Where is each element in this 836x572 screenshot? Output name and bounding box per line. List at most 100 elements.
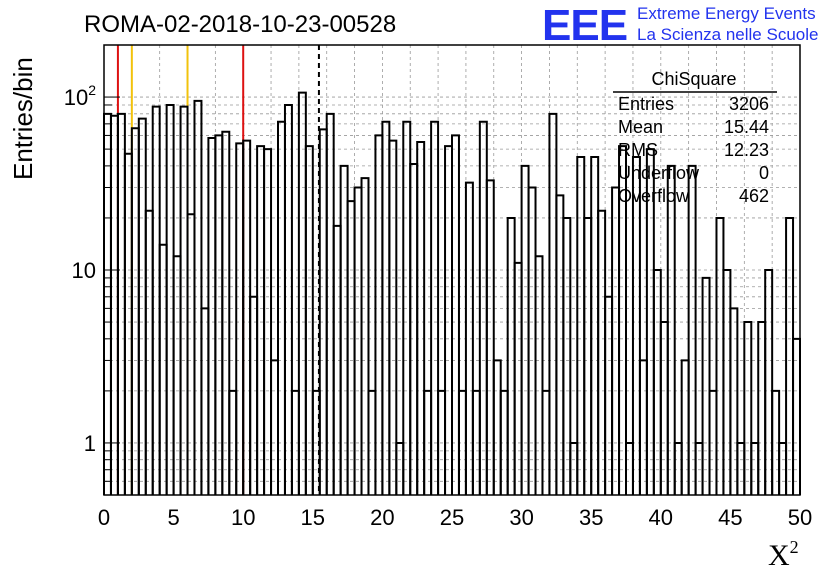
histogram-bar (534, 255, 544, 495)
stats-row-label: RMS (618, 140, 658, 160)
stats-row-value: 12.23 (724, 140, 769, 160)
histogram-bar (513, 261, 523, 495)
histogram-bar (200, 307, 210, 495)
histogram-bar (388, 139, 398, 495)
y-tick-label: 1 (84, 431, 96, 456)
histogram-bar (235, 142, 245, 495)
histogram-bar (144, 209, 154, 495)
histogram-bar (103, 112, 112, 495)
histogram-bar (360, 177, 370, 495)
histogram-bar (666, 164, 676, 495)
histogram-bar (659, 321, 669, 495)
histogram-bar (430, 120, 440, 495)
histogram-bar (722, 269, 732, 495)
histogram-bar (151, 105, 161, 495)
y-tick-label: 10 (72, 258, 96, 283)
x-tick-label: 0 (98, 505, 110, 530)
y-tick-label-base: 1 (84, 431, 96, 456)
x-tick-label: 15 (301, 505, 325, 530)
stats-row-value: 15.44 (724, 117, 769, 137)
stats-title: ChiSquare (651, 69, 736, 89)
x-axis-label-main: X (768, 539, 790, 572)
histogram-bar (339, 164, 349, 495)
histogram-bar (158, 243, 168, 495)
x-tick-label: 50 (788, 505, 812, 530)
histogram-bar (297, 91, 307, 495)
histogram-bar (576, 156, 586, 495)
histogram-bar (416, 140, 426, 495)
histogram-bar (409, 163, 419, 495)
stats-box: ChiSquare Entries 3206 Mean 15.44 RMS 12.23 Un… (613, 69, 777, 206)
stats-row-label: Mean (618, 117, 663, 137)
histogram-bar (207, 136, 217, 495)
histogram-bar (687, 164, 697, 495)
histogram-bar (785, 216, 795, 495)
y-tick-label-exponent: 2 (88, 82, 96, 98)
histogram-bar (304, 145, 314, 495)
histogram-bar (701, 276, 711, 495)
histogram-bar (221, 130, 231, 495)
histogram-bar (597, 209, 607, 495)
histogram-bar (451, 134, 460, 495)
histogram-bar (130, 127, 140, 495)
histogram-bar (506, 216, 516, 495)
histogram-bar (520, 164, 530, 495)
histogram-bar (137, 117, 147, 495)
x-tick-label: 20 (370, 505, 394, 530)
histogram-bar (680, 359, 690, 495)
x-tick-label: 40 (649, 505, 673, 530)
histogram-bar (631, 156, 641, 495)
histogram-bar (172, 255, 182, 495)
histogram-bars (103, 91, 801, 495)
y-axis-label: Entries/bin (8, 57, 38, 180)
histogram-bar (485, 179, 495, 495)
y-tick-label-base: 10 (72, 258, 96, 283)
histogram-bar (318, 128, 328, 495)
histogram-bar (562, 216, 572, 495)
histogram-bar (270, 359, 279, 495)
x-tick-label: 5 (167, 505, 179, 530)
stats-row-label: Entries (618, 94, 674, 114)
histogram-bar (165, 103, 175, 495)
histogram-bar (729, 307, 739, 495)
histogram-bar (193, 99, 203, 495)
eee-logo: EEE Extreme Energy Events La Scienza nel… (542, 1, 818, 50)
x-axis-label: X2 (768, 537, 799, 572)
histogram-bar (242, 139, 252, 495)
histogram-bar (123, 152, 133, 495)
logo-line-1: Extreme Energy Events (637, 4, 816, 23)
histogram-bar (590, 156, 600, 495)
histogram-bar (179, 105, 189, 495)
histogram-bar (283, 103, 293, 495)
y-tick-label: 102 (64, 82, 96, 110)
x-tick-label: 30 (509, 505, 533, 530)
histogram-bar (743, 321, 753, 495)
histogram-bar (652, 269, 662, 495)
x-tick-label: 45 (718, 505, 742, 530)
y-tick-label-base: 10 (64, 85, 88, 110)
x-tick-label: 35 (579, 505, 603, 530)
stats-row-label: Underflow (618, 163, 700, 183)
x-tick-label: 10 (231, 505, 255, 530)
histogram-bar (618, 145, 627, 495)
logo-mark: EEE (542, 1, 627, 50)
histogram-bar (249, 295, 259, 495)
histogram-bar (492, 359, 502, 495)
stats-row-value: 3206 (729, 94, 769, 114)
histogram-bar (263, 148, 273, 495)
histogram-bar (555, 194, 565, 495)
histogram-bar (214, 134, 224, 495)
histogram-bar (638, 359, 648, 495)
histogram-bar (374, 134, 384, 495)
histogram-bar (611, 186, 621, 495)
stats-row-value: 0 (759, 163, 769, 183)
histogram-bar (527, 186, 537, 495)
logo-line-2: La Scienza nelle Scuole (637, 25, 818, 44)
histogram-bar (764, 269, 774, 495)
histogram-bar (792, 337, 801, 495)
histogram-bar (353, 186, 363, 495)
chart-title: ROMA-02-2018-10-23-00528 (84, 11, 396, 38)
histogram-bar (116, 112, 126, 495)
